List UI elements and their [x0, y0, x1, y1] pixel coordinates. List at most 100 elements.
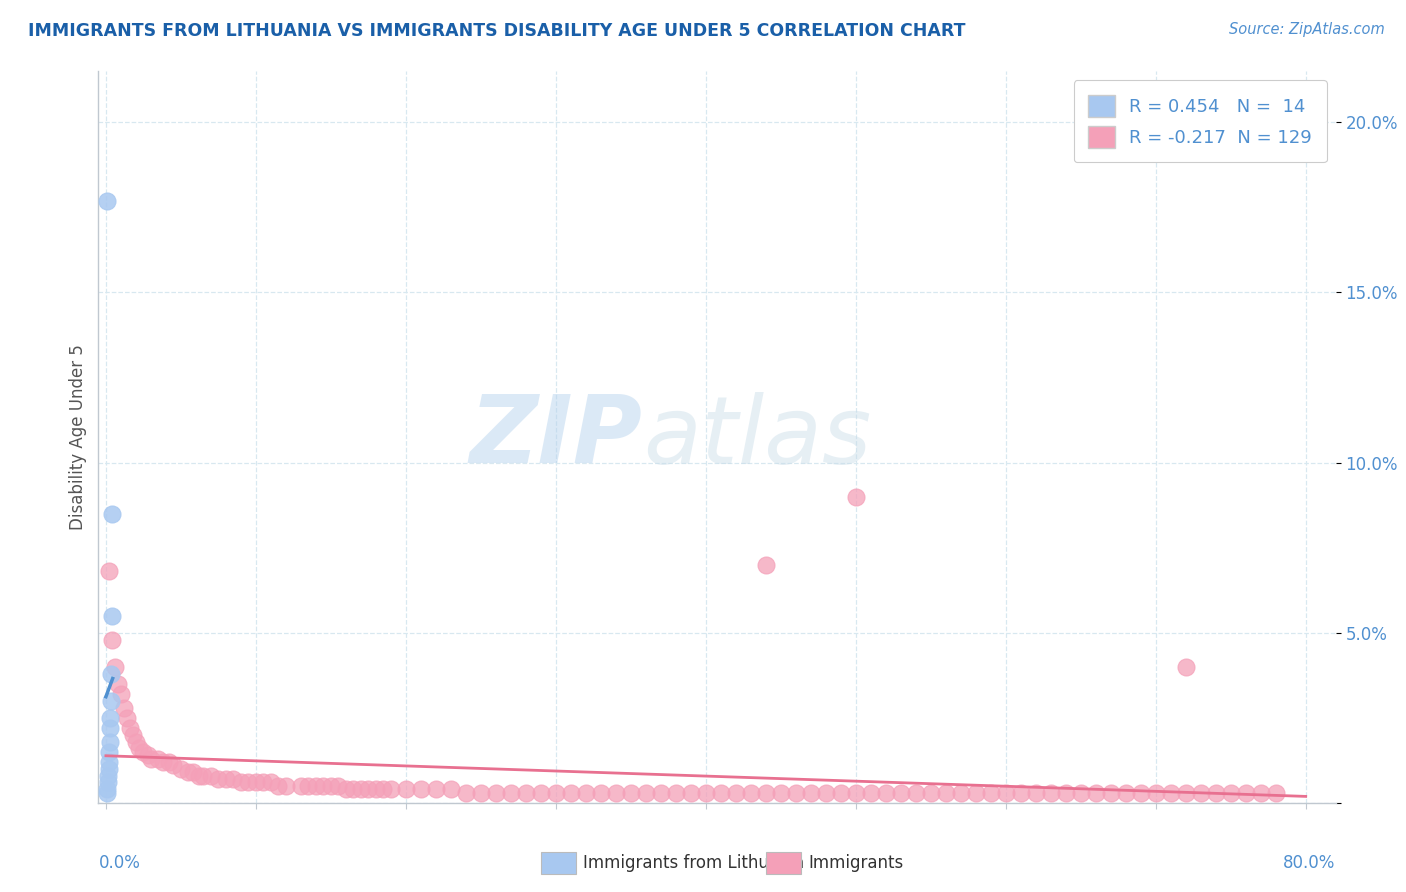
Point	[350, 782, 373, 797]
Point	[1039, 786, 1062, 800]
Point	[650, 786, 672, 800]
Point	[965, 786, 987, 800]
Point	[110, 687, 132, 701]
Point	[122, 728, 145, 742]
Y-axis label: Disability Age Under 5: Disability Age Under 5	[69, 344, 87, 530]
Text: atlas: atlas	[643, 392, 872, 483]
Point	[260, 775, 283, 789]
Point	[97, 775, 120, 789]
Point	[100, 666, 122, 681]
Point	[1099, 786, 1122, 800]
Point	[935, 786, 957, 800]
Point	[1234, 786, 1257, 800]
Point	[267, 779, 290, 793]
Point	[187, 768, 209, 782]
Point	[454, 786, 477, 800]
Point	[515, 786, 537, 800]
Point	[830, 786, 852, 800]
Point	[769, 786, 792, 800]
Point	[679, 786, 702, 800]
Point	[222, 772, 245, 786]
Point	[724, 786, 747, 800]
Point	[800, 786, 823, 800]
Point	[920, 786, 942, 800]
Point	[1264, 786, 1286, 800]
Point	[274, 779, 297, 793]
Legend: R = 0.454   N =  14, R = -0.217  N = 129: R = 0.454 N = 14, R = -0.217 N = 129	[1074, 80, 1327, 162]
Point	[425, 782, 447, 797]
Point	[949, 786, 972, 800]
Text: IMMIGRANTS FROM LITHUANIA VS IMMIGRANTS DISABILITY AGE UNDER 5 CORRELATION CHART: IMMIGRANTS FROM LITHUANIA VS IMMIGRANTS …	[28, 22, 966, 40]
Point	[589, 786, 612, 800]
Point	[1129, 786, 1152, 800]
Point	[1025, 786, 1047, 800]
Point	[485, 786, 508, 800]
Point	[620, 786, 643, 800]
Text: Immigrants: Immigrants	[808, 854, 904, 871]
Point	[207, 772, 229, 786]
Point	[634, 786, 657, 800]
Point	[177, 765, 200, 780]
Point	[100, 694, 122, 708]
Point	[1219, 786, 1241, 800]
Text: Source: ZipAtlas.com: Source: ZipAtlas.com	[1229, 22, 1385, 37]
Point	[97, 565, 120, 579]
Point	[98, 734, 121, 748]
Point	[1174, 659, 1197, 673]
Point	[229, 775, 252, 789]
Point	[409, 782, 432, 797]
Point	[875, 786, 897, 800]
Point	[98, 721, 121, 735]
Point	[100, 711, 122, 725]
Point	[101, 507, 124, 521]
Point	[97, 755, 120, 769]
Point	[785, 786, 807, 800]
Point	[1010, 786, 1032, 800]
Point	[128, 741, 150, 756]
Point	[560, 786, 582, 800]
Point	[112, 700, 135, 714]
Point	[107, 677, 129, 691]
Point	[1115, 786, 1137, 800]
Point	[710, 786, 733, 800]
Point	[98, 745, 121, 759]
Point	[96, 194, 118, 208]
Point	[695, 786, 717, 800]
Text: 0.0%: 0.0%	[98, 854, 141, 872]
Point	[575, 786, 598, 800]
Point	[152, 755, 174, 769]
Point	[755, 786, 778, 800]
Point	[845, 786, 868, 800]
Point	[181, 765, 204, 780]
Point	[238, 775, 260, 789]
Point	[96, 782, 118, 797]
Point	[395, 782, 418, 797]
Point	[148, 751, 170, 765]
Point	[328, 779, 350, 793]
Point	[380, 782, 402, 797]
Point	[994, 786, 1017, 800]
Point	[193, 768, 215, 782]
Text: Immigrants from Lithuania: Immigrants from Lithuania	[583, 854, 804, 871]
Point	[440, 782, 463, 797]
Point	[335, 782, 357, 797]
Point	[162, 758, 184, 772]
Point	[245, 775, 267, 789]
Point	[1174, 786, 1197, 800]
Point	[1144, 786, 1167, 800]
Point	[544, 786, 567, 800]
Point	[904, 786, 927, 800]
Point	[125, 734, 148, 748]
Text: 80.0%: 80.0%	[1284, 854, 1336, 872]
Point	[297, 779, 319, 793]
Point	[96, 786, 118, 800]
Point	[499, 786, 522, 800]
Point	[101, 632, 124, 647]
Point	[373, 782, 395, 797]
Point	[740, 786, 762, 800]
Point	[252, 775, 274, 789]
Point	[665, 786, 688, 800]
Point	[357, 782, 380, 797]
Point	[200, 768, 222, 782]
Point	[319, 779, 342, 793]
